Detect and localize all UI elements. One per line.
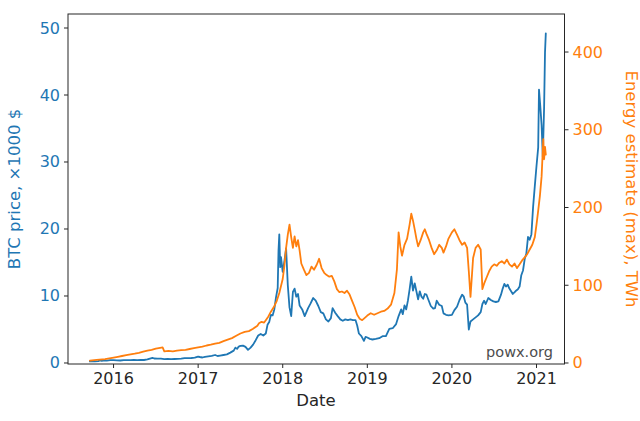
x-axis-ticks: 2016 2017 2018 2019 2020 2021 [93,364,557,388]
x-tick-label-2021: 2021 [516,369,557,388]
energy-estimate-line [90,139,546,361]
right-tick-label-100: 100 [573,276,604,295]
watermark-text: powx.org [486,344,553,360]
left-tick-label-40: 40 [40,86,60,105]
x-axis-label: Date [296,391,335,410]
chart-figure: 2016 2017 2018 2019 2020 2021 0 10 20 30 40 50 0 10… [0,0,640,421]
left-tick-label-20: 20 [40,219,60,238]
left-axis-ticks: 0 10 20 30 40 50 [40,19,68,373]
x-tick-label-2019: 2019 [347,369,388,388]
btc-energy-chart: 2016 2017 2018 2019 2020 2021 0 10 20 30 40 50 0 10… [0,0,640,421]
series-lines [90,33,546,361]
right-tick-label-0: 0 [573,353,583,372]
right-tick-label-300: 300 [573,120,604,139]
left-axis-label: BTC price, ×1000 $ [5,109,24,269]
x-tick-label-2016: 2016 [93,369,134,388]
x-tick-label-2017: 2017 [178,369,219,388]
x-tick-label-2018: 2018 [262,369,303,388]
left-tick-label-50: 50 [40,19,60,38]
btc-price-line [90,33,546,361]
left-tick-label-0: 0 [50,353,60,372]
right-tick-label-200: 200 [573,198,604,217]
right-axis-label: Energy estimate (max), TWh [622,70,640,307]
plot-border [68,14,565,364]
x-tick-label-2020: 2020 [432,369,473,388]
right-axis-ticks: 0 100 200 300 400 [565,43,604,373]
left-tick-label-30: 30 [40,152,60,171]
right-tick-label-400: 400 [573,43,604,62]
left-tick-label-10: 10 [40,286,60,305]
